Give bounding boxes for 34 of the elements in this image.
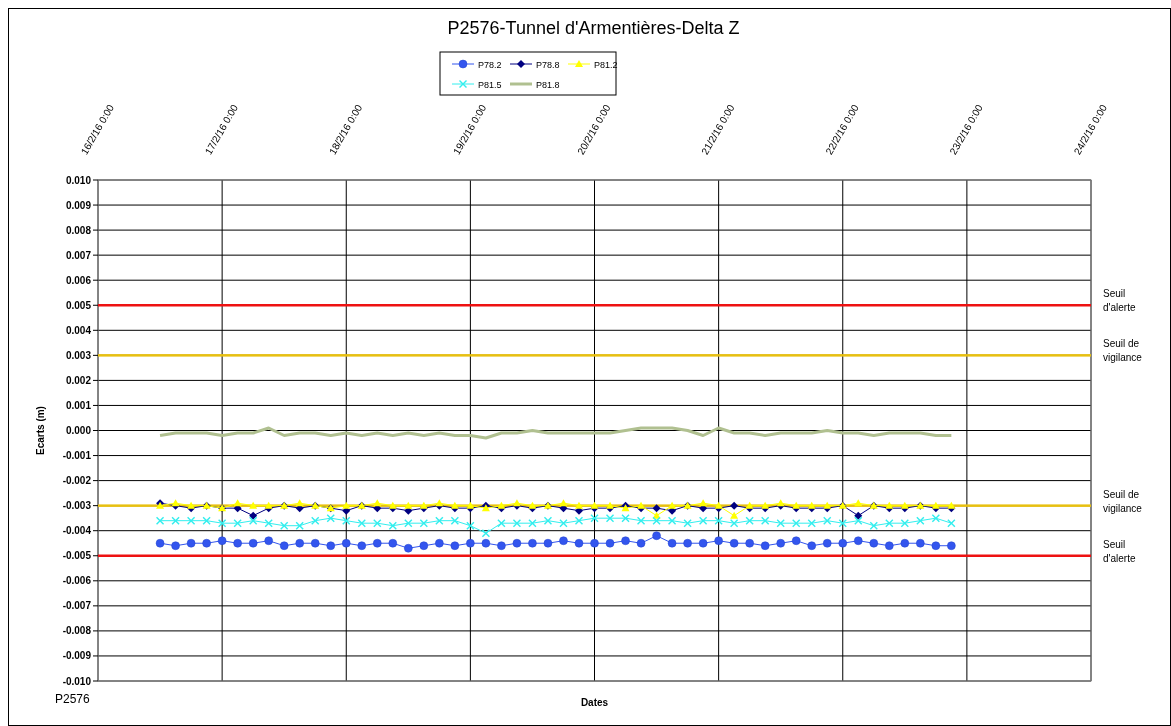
- ref-line-label: Seuil d'alerte: [1103, 538, 1136, 564]
- y-tick-label: -0.004: [62, 525, 92, 537]
- y-tick-label: -0.009: [62, 650, 92, 662]
- y-tick-label: -0.001: [62, 450, 92, 462]
- y-tick-label: 0.005: [65, 299, 92, 311]
- y-tick-label: 0.006: [65, 274, 92, 286]
- y-tick-label: -0.008: [62, 625, 92, 637]
- y-tick-label: -0.007: [62, 600, 92, 612]
- y-tick-label: 0.003: [65, 349, 92, 361]
- ref-line-label: Seuil d'alerte: [1103, 288, 1136, 314]
- y-tick-label: -0.006: [62, 575, 92, 587]
- legend-label: P78.8: [536, 59, 560, 70]
- y-tick-label: 0.007: [65, 249, 92, 261]
- y-tick-label: -0.002: [62, 475, 92, 487]
- y-tick-label: -0.003: [62, 500, 92, 512]
- y-axis-title: Ecarts (m): [35, 406, 46, 455]
- text: P2576: [55, 692, 91, 706]
- y-tick-label: 0.004: [65, 324, 92, 336]
- y-tick-label: 0.000: [65, 425, 92, 436]
- ref-line-label: Seuil de vigilance: [1103, 338, 1143, 364]
- x-axis-title: Dates: [580, 697, 609, 708]
- legend-label: P78.2: [478, 59, 502, 70]
- y-tick-label: 0.010: [65, 174, 92, 186]
- chart-title: P2576-Tunnel d'Armentières-Delta Z: [447, 18, 740, 38]
- y-tick-label: 0.009: [65, 199, 92, 211]
- y-tick-label: -0.010: [62, 675, 92, 687]
- y-tick-label: 0.008: [65, 224, 92, 236]
- ref-line-label: Seuil de vigilance: [1103, 488, 1143, 514]
- legend-label: P81.2: [594, 59, 618, 70]
- legend-label: P81.8: [536, 79, 560, 90]
- y-tick-label: -0.005: [62, 550, 92, 562]
- y-tick-label: 0.002: [65, 374, 92, 386]
- legend-label: P81.5: [478, 79, 502, 90]
- y-tick-label: 0.001: [65, 399, 92, 411]
